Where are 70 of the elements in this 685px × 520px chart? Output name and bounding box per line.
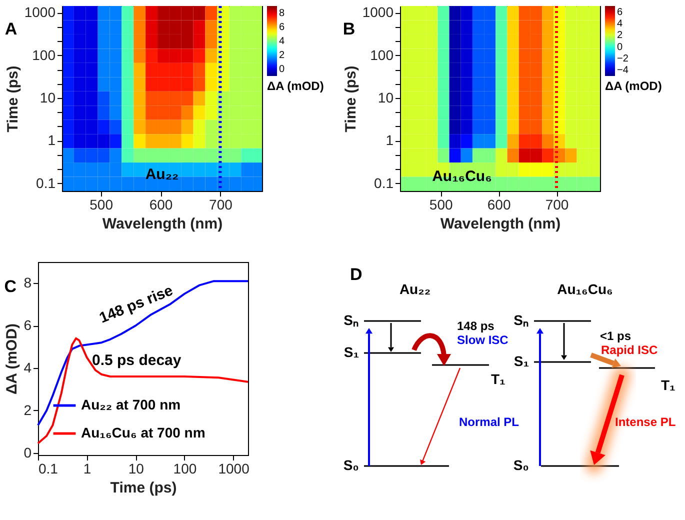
y-tick-label: 100 bbox=[370, 46, 394, 63]
annotation: Au₂₂ bbox=[145, 166, 179, 183]
x-tick-label: 700 bbox=[209, 196, 233, 212]
x-tick-label: 1000 bbox=[218, 460, 250, 476]
text: Slow ISC bbox=[457, 333, 509, 347]
x-tick-label: 700 bbox=[545, 196, 569, 212]
color-bar-label: 0 bbox=[279, 64, 285, 75]
annotation: Au₁₆Cu₆ bbox=[432, 168, 492, 185]
y-tick-label: 10 bbox=[378, 90, 394, 106]
y-axis-title: Time (ps) bbox=[4, 66, 22, 132]
y-axis-title: ΔA (mOD) bbox=[4, 323, 21, 395]
text: Rapid ISC bbox=[601, 343, 658, 357]
x-tick-label: 500 bbox=[429, 196, 453, 212]
y-axis-title: Time (ps) bbox=[342, 66, 360, 132]
text: Sₙ bbox=[344, 312, 359, 328]
y-tick-label: 8 bbox=[24, 274, 32, 291]
x-tick-label: 10 bbox=[128, 460, 144, 476]
text: B bbox=[342, 20, 356, 38]
color-bar-label: 6 bbox=[617, 6, 623, 18]
x-axis-title: Wavelength (nm) bbox=[102, 216, 223, 232]
y-tick-label: 1 bbox=[386, 132, 394, 148]
y-tick-label: 0 bbox=[24, 444, 32, 460]
color-bar-label: 8 bbox=[279, 8, 285, 19]
y-tick-label: 100 bbox=[32, 46, 56, 63]
text: D bbox=[350, 265, 362, 284]
y-tick-label: 2 bbox=[24, 402, 32, 418]
color-bar-title: ΔA (mOD) bbox=[267, 79, 324, 93]
color-bar-label: 6 bbox=[279, 22, 285, 33]
text: T₁ bbox=[661, 377, 676, 393]
text: <1 ps bbox=[600, 329, 632, 343]
text: Intense PL bbox=[615, 415, 676, 429]
annotation: 148 ps rise bbox=[97, 282, 176, 327]
y-tick-label: 4 bbox=[24, 360, 32, 376]
text: Normal PL bbox=[459, 415, 520, 429]
text: S₀ bbox=[513, 457, 529, 473]
text: T₁ bbox=[491, 371, 506, 387]
y-tick-label: 0.1 bbox=[374, 174, 394, 191]
legend-label: Au₂₂ at 700 nm bbox=[81, 396, 181, 412]
color-bar-title: ΔA (mOD) bbox=[605, 79, 662, 93]
color-bar-label: 2 bbox=[279, 50, 285, 61]
x-tick-label: 100 bbox=[173, 460, 197, 476]
text: S₀ bbox=[343, 457, 359, 473]
text: A bbox=[4, 20, 18, 38]
text: S₁ bbox=[344, 344, 360, 360]
x-tick-label: 500 bbox=[90, 196, 114, 212]
text: S₁ bbox=[514, 353, 530, 369]
color-bar-label: 4 bbox=[617, 18, 623, 30]
text: C bbox=[4, 277, 16, 296]
y-tick-label: 10 bbox=[40, 90, 56, 106]
y-tick-label: 1000 bbox=[24, 4, 56, 20]
annotation: 0.5 ps decay bbox=[92, 352, 182, 369]
x-tick-label: 600 bbox=[149, 196, 173, 212]
x-axis-title: Time (ps) bbox=[110, 480, 177, 496]
text: Au₁₆Cu₆ bbox=[557, 281, 613, 297]
color-bar-label: 4 bbox=[279, 36, 285, 47]
x-tick-label: 1 bbox=[83, 460, 92, 476]
y-tick-label: 0.1 bbox=[36, 174, 56, 191]
text: Au₂₂ bbox=[399, 281, 431, 297]
color-bar-label: 2 bbox=[617, 30, 623, 42]
y-tick-label: 1 bbox=[48, 132, 56, 148]
y-tick-label: 6 bbox=[24, 317, 32, 334]
legend-label: Au₁₆Cu₆ at 700 nm bbox=[81, 424, 206, 440]
y-tick-label: 1000 bbox=[362, 4, 394, 20]
color-bar-label: −4 bbox=[617, 65, 629, 76]
x-axis-title: Wavelength (nm) bbox=[440, 216, 561, 232]
x-tick-label: 600 bbox=[487, 196, 511, 212]
color-bar-label: −2 bbox=[617, 54, 629, 64]
text: 148 ps bbox=[457, 319, 495, 333]
text: Sₙ bbox=[514, 312, 529, 328]
color-bar-label: 0 bbox=[617, 42, 623, 53]
